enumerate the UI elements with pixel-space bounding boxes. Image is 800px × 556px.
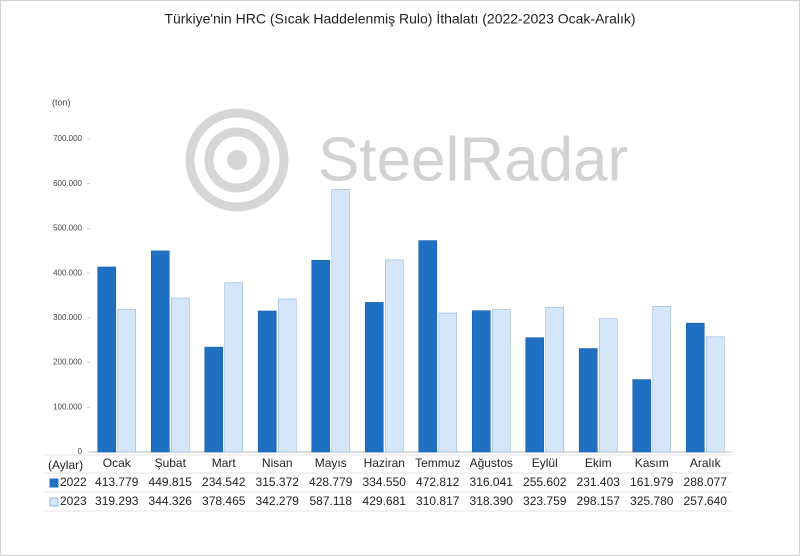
bar: [652, 306, 672, 453]
table-value: 288.077: [684, 475, 728, 489]
bar: [525, 337, 545, 453]
watermark-logo: [185, 108, 289, 212]
y-tick-label: 500.000: [53, 224, 82, 233]
bar: [598, 318, 618, 453]
y-tick-label: 400.000: [53, 268, 82, 277]
legend-label: 2023: [60, 494, 87, 508]
bar: [545, 306, 565, 453]
y-axis-label: (ton): [52, 97, 71, 107]
y-tick-label: 600.000: [53, 179, 82, 188]
bar: [471, 310, 491, 453]
bar: [117, 308, 137, 453]
table-value: 344.326: [149, 494, 193, 508]
x-tick-label: Şubat: [155, 456, 187, 470]
table-value: 255.602: [523, 475, 567, 489]
bar: [491, 309, 511, 453]
bar: [418, 240, 438, 453]
table-value: 318.390: [470, 494, 514, 508]
y-tick-label: 0: [78, 447, 83, 456]
x-tick-label: Ocak: [103, 456, 132, 470]
bar: [204, 346, 224, 453]
table-value: 257.640: [684, 494, 728, 508]
table-value: 231.403: [577, 475, 621, 489]
x-tick-label: Ekim: [585, 456, 612, 470]
x-tick-label: Mayıs: [315, 456, 347, 470]
table-value: 587.118: [310, 494, 353, 508]
bar: [438, 312, 458, 453]
bar: [311, 259, 331, 453]
table-value: 234.542: [202, 475, 246, 489]
bar: [685, 322, 705, 453]
x-tick-label: Temmuz: [415, 456, 460, 470]
table-value: 449.815: [149, 475, 193, 489]
x-tick-label: Ağustos: [470, 456, 513, 470]
table-value: 428.779: [309, 475, 353, 489]
bar: [384, 259, 404, 453]
bar: [578, 348, 598, 453]
bar: [364, 302, 384, 453]
y-tick-label: 100.000: [53, 402, 82, 411]
table-value: 319.293: [95, 494, 139, 508]
legend-swatch: [49, 478, 59, 488]
y-tick-label: 200.000: [53, 358, 82, 367]
x-tick-label: Kasım: [635, 456, 669, 470]
table-value: 378.465: [202, 494, 246, 508]
table-value: 316.041: [470, 475, 514, 489]
x-tick-label: Mart: [212, 456, 237, 470]
x-tick-label: Eylül: [532, 456, 558, 470]
legend-label: 2022: [60, 475, 87, 489]
bar: [277, 298, 297, 453]
table-value: 315.372: [256, 475, 300, 489]
x-axis-label: (Aylar): [48, 458, 83, 472]
watermark: SteelRadar: [318, 125, 628, 194]
bar: [170, 297, 190, 453]
table-value: 334.550: [363, 475, 407, 489]
bar: [331, 189, 351, 453]
table-value: 161.979: [630, 475, 674, 489]
y-tick-label: 700.000: [53, 134, 82, 143]
bar: [705, 336, 725, 453]
x-tick-label: Aralık: [690, 456, 722, 470]
chart-title: Türkiye'nin HRC (Sıcak Haddelenmiş Rulo)…: [164, 10, 635, 27]
legend-swatch: [49, 497, 59, 507]
table-value: 342.279: [256, 494, 300, 508]
table-value: 325.780: [630, 494, 674, 508]
bar: [224, 282, 244, 453]
table-value: 472.812: [416, 475, 460, 489]
table-value: 429.681: [363, 494, 407, 508]
table-value: 298.157: [577, 494, 621, 508]
table-value: 413.779: [95, 475, 139, 489]
x-tick-label: Nisan: [262, 456, 293, 470]
bar: [97, 266, 117, 453]
x-tick-label: Haziran: [364, 456, 405, 470]
table-value: 323.759: [523, 494, 567, 508]
table-value: 310.817: [416, 494, 460, 508]
bar: [632, 379, 652, 453]
bar: [257, 310, 277, 453]
bar: [150, 250, 170, 453]
y-tick-label: 300.000: [53, 313, 82, 322]
